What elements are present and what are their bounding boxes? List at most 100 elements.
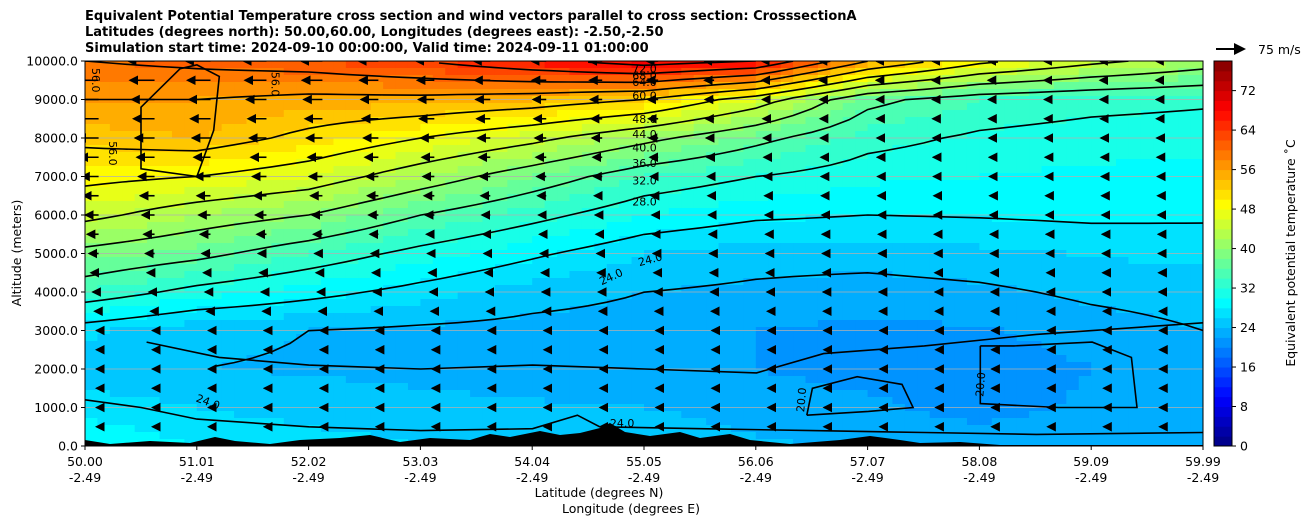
- field-cell: [644, 103, 658, 111]
- field-cell: [97, 390, 111, 398]
- field-cell: [519, 103, 533, 111]
- field-cell: [693, 362, 707, 370]
- field-cell: [842, 138, 856, 146]
- field-cell: [134, 180, 148, 188]
- field-cell: [494, 320, 508, 328]
- field-cell: [867, 313, 881, 321]
- field-cell: [1128, 222, 1142, 230]
- field-cell: [867, 61, 881, 69]
- field-cell: [234, 180, 248, 188]
- field-cell: [693, 145, 707, 153]
- field-cell: [333, 131, 347, 139]
- field-cell: [97, 75, 111, 83]
- field-cell: [880, 278, 894, 286]
- field-cell: [755, 432, 769, 440]
- field-cell: [1029, 152, 1043, 160]
- field-cell: [147, 61, 161, 69]
- field-cell: [631, 271, 645, 279]
- field-cell: [730, 103, 744, 111]
- field-cell: [457, 138, 471, 146]
- field-cell: [842, 110, 856, 118]
- field-cell: [966, 236, 980, 244]
- field-cell: [942, 257, 956, 265]
- field-cell: [867, 334, 881, 342]
- field-cell: [805, 362, 819, 370]
- field-cell: [1153, 397, 1167, 405]
- field-cell: [1116, 222, 1130, 230]
- field-cell: [271, 75, 285, 83]
- field-cell: [1004, 341, 1018, 349]
- field-cell: [644, 425, 658, 433]
- field-cell: [768, 166, 782, 174]
- field-cell: [407, 82, 421, 90]
- field-cell: [1004, 376, 1018, 384]
- field-cell: [395, 215, 409, 223]
- field-cell: [991, 278, 1005, 286]
- field-cell: [296, 131, 310, 139]
- field-cell: [333, 355, 347, 363]
- field-cell: [656, 320, 670, 328]
- field-cell: [743, 75, 757, 83]
- field-cell: [644, 432, 658, 440]
- field-cell: [830, 418, 844, 426]
- field-cell: [1190, 236, 1203, 244]
- field-cell: [258, 341, 272, 349]
- field-cell: [867, 236, 881, 244]
- field-cell: [147, 383, 161, 391]
- field-cell: [594, 376, 608, 384]
- field-cell: [171, 355, 185, 363]
- field-cell: [917, 61, 931, 69]
- field-cell: [793, 208, 807, 216]
- field-cell: [321, 201, 335, 209]
- field-cell: [171, 145, 185, 153]
- field-cell: [109, 208, 123, 216]
- field-cell: [109, 215, 123, 223]
- field-cell: [606, 215, 620, 223]
- field-cell: [867, 425, 881, 433]
- field-cell: [904, 390, 918, 398]
- field-cell: [432, 124, 446, 132]
- field-cell: [793, 117, 807, 125]
- field-cell: [1178, 369, 1192, 377]
- field-cell: [134, 362, 148, 370]
- field-cell: [581, 187, 595, 195]
- field-cell: [234, 229, 248, 237]
- field-cell: [383, 390, 397, 398]
- field-cell: [693, 432, 707, 440]
- field-cell: [594, 397, 608, 405]
- field-cell: [644, 229, 658, 237]
- field-cell: [234, 166, 248, 174]
- field-cell: [830, 299, 844, 307]
- field-cell: [271, 411, 285, 419]
- field-cell: [581, 376, 595, 384]
- field-cell: [283, 152, 297, 160]
- field-cell: [383, 292, 397, 300]
- field-cell: [370, 152, 384, 160]
- field-cell: [395, 292, 409, 300]
- field-cell: [581, 229, 595, 237]
- field-cell: [184, 292, 198, 300]
- field-cell: [1041, 124, 1055, 132]
- field-cell: [1116, 75, 1130, 83]
- field-cell: [97, 61, 111, 69]
- field-cell: [644, 271, 658, 279]
- field-cell: [122, 257, 136, 265]
- field-cell: [159, 334, 173, 342]
- field-cell: [1116, 299, 1130, 307]
- field-cell: [1190, 194, 1203, 202]
- field-cell: [109, 383, 123, 391]
- field-cell: [122, 187, 136, 195]
- field-cell: [842, 257, 856, 265]
- field-cell: [1116, 138, 1130, 146]
- field-cell: [867, 82, 881, 90]
- field-cell: [917, 229, 931, 237]
- field-cell: [1103, 110, 1117, 118]
- field-cell: [743, 243, 757, 251]
- field-cell: [693, 320, 707, 328]
- field-cell: [196, 152, 210, 160]
- field-cell: [308, 75, 322, 83]
- field-cell: [532, 222, 546, 230]
- field-cell: [296, 390, 310, 398]
- field-cell: [805, 208, 819, 216]
- field-cell: [97, 376, 111, 384]
